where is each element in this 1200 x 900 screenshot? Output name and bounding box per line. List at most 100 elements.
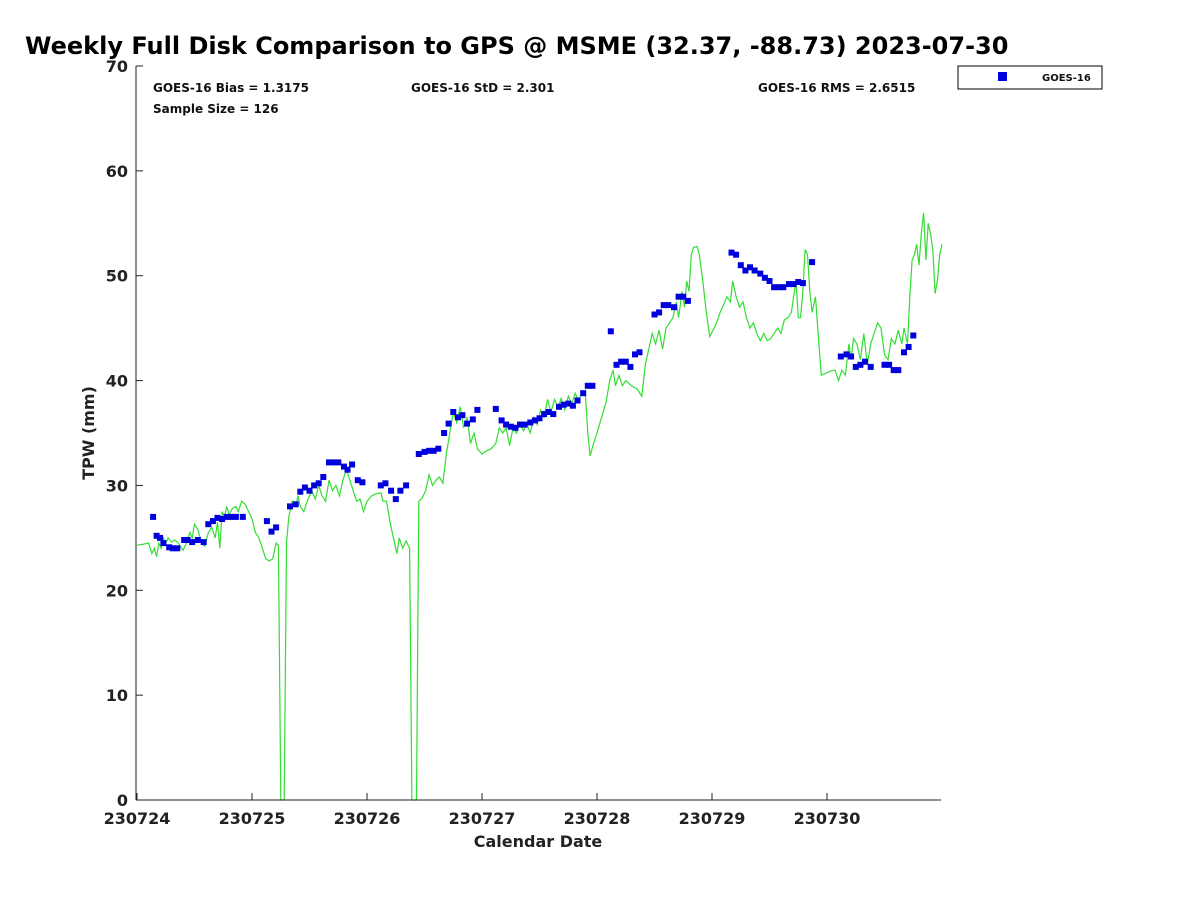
goes16-point [359, 479, 366, 486]
goes16-point [809, 259, 816, 266]
goes16-point [786, 281, 792, 288]
goes16-point [160, 540, 167, 547]
goes16-point [890, 367, 897, 374]
y-axis-label: TPW (mm) [79, 386, 98, 480]
x-tick-label: 230724 [104, 809, 171, 828]
y-tick-label: 50 [106, 267, 128, 286]
y-tick-label: 10 [106, 686, 128, 705]
x-tick-label: 230726 [334, 809, 401, 828]
goes16-point [174, 545, 181, 552]
goes16-point [415, 451, 422, 457]
goes16-point [320, 474, 327, 480]
goes16-point [341, 463, 347, 470]
goes16-point [464, 420, 471, 427]
goes16-point [795, 279, 802, 285]
goes16-point [388, 487, 395, 494]
goes16-point [377, 482, 384, 489]
goes16-point [618, 358, 625, 365]
goes16-point [430, 447, 437, 454]
goes16-point [531, 417, 538, 424]
goes16-point [728, 249, 735, 256]
goes16-point [607, 328, 614, 335]
gps-line [136, 212, 943, 801]
goes16-point [536, 415, 543, 422]
x-tick-label: 230727 [449, 809, 516, 828]
x-tick-label: 230725 [219, 809, 286, 828]
goes16-point [273, 524, 280, 531]
goes16-point [852, 363, 859, 370]
goes16-point [665, 302, 672, 309]
goes16-point [263, 518, 270, 525]
y-tick-label: 70 [106, 57, 128, 76]
goes16-point [771, 284, 778, 291]
goes16-point [565, 400, 572, 407]
goes16-point [492, 405, 499, 412]
goes16-point [301, 484, 308, 491]
goes16-point [184, 537, 191, 543]
goes16-point [403, 482, 410, 489]
goes16-point [354, 477, 361, 484]
chart-title: Weekly Full Disk Comparison to GPS @ MSM… [25, 32, 1008, 60]
goes16-point [680, 293, 687, 300]
goes16-point [421, 448, 428, 455]
goes16-point [550, 411, 557, 418]
goes16-point [751, 267, 758, 274]
goes16-point [169, 545, 176, 552]
goes16-point [507, 423, 514, 430]
sample-size-stat: Sample Size = 126 [153, 102, 279, 116]
goes16-point [239, 513, 246, 520]
goes16-point [306, 487, 313, 494]
goes16-point [326, 459, 332, 466]
goes16-point [297, 488, 304, 495]
goes16-point [445, 420, 452, 427]
bias-stat: GOES-16 Bias = 1.3175 [153, 81, 309, 95]
goes16-point [268, 528, 275, 535]
goes16-point [292, 501, 299, 508]
goes16-point [223, 513, 230, 520]
y-tick-label: 60 [106, 162, 128, 181]
goes16-point [441, 430, 448, 436]
goes16-point [503, 421, 510, 428]
goes16-point [181, 537, 188, 543]
goes16-point [684, 297, 691, 304]
goes16-point [671, 304, 677, 311]
goes16-point [435, 445, 442, 452]
goes16-point [214, 514, 221, 521]
goes16-point [790, 281, 797, 288]
goes16-point [580, 390, 587, 397]
goes16-point [742, 267, 749, 274]
goes16-point [775, 284, 782, 291]
goes16-point [589, 382, 596, 389]
goes16-point [901, 349, 907, 356]
rms-stat: GOES-16 RMS = 2.6515 [758, 81, 915, 95]
goes16-point [569, 402, 576, 409]
goes16-point [512, 424, 519, 431]
x-tick-label: 230729 [679, 809, 746, 828]
goes16-point [498, 417, 505, 424]
goes16-point [545, 409, 552, 415]
goes16-point [660, 302, 667, 309]
goes16-point [848, 353, 855, 360]
goes16-point [200, 539, 207, 546]
goes16-point [867, 363, 874, 370]
goes16-series [150, 249, 917, 552]
goes16-point [881, 361, 888, 368]
goes16-point [194, 537, 201, 543]
goes16-point [454, 414, 461, 421]
goes16-point [622, 358, 629, 365]
goes16-point [232, 513, 239, 520]
x-tick-label: 230728 [564, 809, 631, 828]
goes16-point [574, 397, 581, 404]
goes16-point [315, 480, 322, 487]
goes16-point [733, 251, 740, 258]
goes16-point [910, 332, 917, 339]
goes16-point [757, 270, 764, 277]
goes16-point [747, 264, 753, 271]
goes16-point [766, 278, 773, 284]
goes16-point [426, 447, 433, 454]
goes16-point [651, 311, 658, 318]
x-tick-label: 230730 [794, 809, 861, 828]
goes16-point [311, 482, 318, 489]
legend-box [957, 65, 1103, 90]
goes16-point [349, 461, 356, 468]
